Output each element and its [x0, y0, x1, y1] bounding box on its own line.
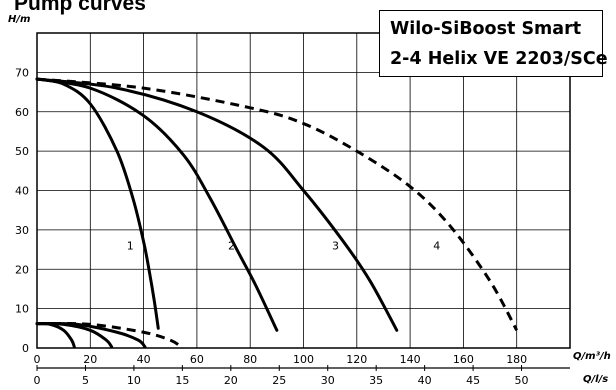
- series-line-power-3: [35, 321, 147, 349]
- curve-labels: 1 2 3 4: [127, 240, 440, 253]
- curve-label: 1: [127, 240, 134, 253]
- x-secondary-tick-label: 10: [127, 374, 141, 387]
- x-secondary-tick-label: 15: [175, 374, 189, 387]
- plot-frame: [36, 32, 571, 349]
- series-line-4: [36, 77, 519, 331]
- series-lines: [35, 77, 519, 349]
- x-axis-secondary-label: Q/l/s: [583, 374, 609, 385]
- x-tick-label: 20: [83, 353, 97, 366]
- x-tick-label: 140: [400, 353, 421, 366]
- x-secondary-tick-label: 25: [272, 374, 286, 387]
- x-tick-label: 100: [293, 353, 314, 366]
- x-secondary-tick-label: 30: [321, 374, 335, 387]
- curve-label: 2: [228, 240, 235, 253]
- x-tick-label: 80: [243, 353, 257, 366]
- series-line-1: [35, 77, 160, 330]
- curve-label: 3: [332, 240, 339, 253]
- x-axis-label: Q/m³/h: [573, 351, 611, 362]
- x-secondary-tick-label: 35: [369, 374, 383, 387]
- x-secondary-tick-label: 20: [224, 374, 238, 387]
- series-line-power-4: [36, 321, 182, 349]
- y-tick-label: 70: [15, 66, 29, 79]
- x-tick-label: 120: [346, 353, 367, 366]
- y-tick-labels: 0 10 20 30 40 50 60 70: [15, 66, 29, 355]
- curve-label: 4: [433, 240, 440, 253]
- y-tick-label: 60: [15, 106, 29, 119]
- x-tick-labels: 0 20 40 60 80 100 120 140 160 180: [34, 353, 528, 366]
- chart-title: Wilo-SiBoost Smart: [390, 19, 582, 39]
- y-axis-label: H/m: [8, 14, 31, 25]
- x-secondary-tick-label: 5: [82, 374, 89, 387]
- series-line-2: [35, 77, 279, 332]
- x-tick-label: 0: [34, 353, 41, 366]
- x-secondary-tick-label: 40: [418, 374, 432, 387]
- x-tick-label: 60: [190, 353, 204, 366]
- y-tick-label: 40: [15, 185, 29, 198]
- series-line-power-1: [35, 322, 76, 349]
- chart-subtitle: 2-4 Helix VE 2203/SCe: [390, 49, 608, 69]
- x-tick-label: 180: [506, 353, 527, 366]
- x-secondary-tick-label: 0: [34, 374, 41, 387]
- y-tick-label: 0: [22, 342, 29, 355]
- x-tick-label: 40: [137, 353, 151, 366]
- y-tick-label: 20: [15, 263, 29, 276]
- page-title: Pump curves: [14, 0, 146, 15]
- x-secondary-tick-label: 45: [466, 374, 480, 387]
- x-tick-label: 160: [453, 353, 474, 366]
- series-line-3: [35, 77, 399, 332]
- chart-title-box: Wilo-SiBoost Smart 2-4 Helix VE 2203/SCe: [379, 10, 608, 77]
- y-tick-label: 30: [15, 224, 29, 237]
- y-tick-label: 10: [15, 303, 29, 316]
- y-tick-label: 50: [15, 145, 29, 158]
- x-secondary-tick-label: 50: [515, 374, 529, 387]
